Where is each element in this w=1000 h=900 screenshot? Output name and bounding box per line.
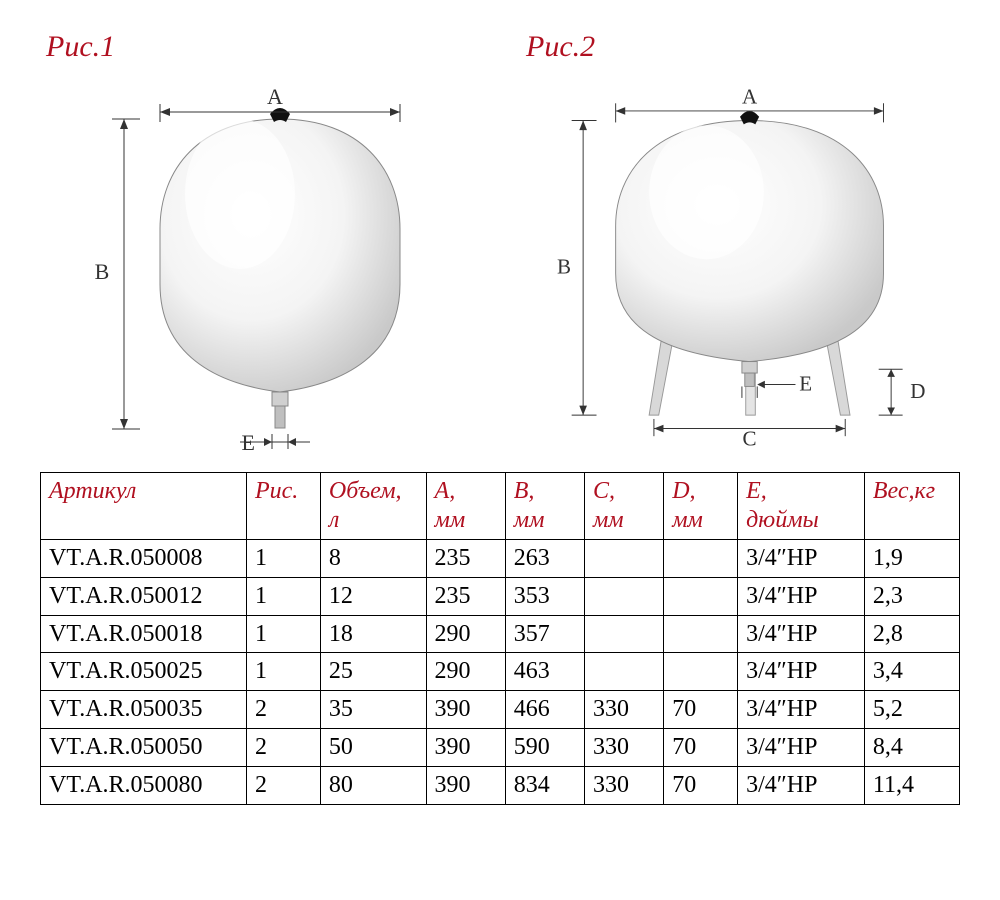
cell-B: 353 — [505, 577, 584, 615]
cell-wt: 5,2 — [864, 691, 959, 729]
cell-D: 70 — [664, 766, 738, 804]
cell-A: 290 — [426, 653, 505, 691]
cell-fig: 2 — [246, 766, 320, 804]
table-row: VT.A.R.05000818235263 3/4″HP1,9 — [41, 540, 960, 578]
cell-D — [664, 577, 738, 615]
cell-fig: 2 — [246, 728, 320, 766]
cell-B: 466 — [505, 691, 584, 729]
cell-fig: 2 — [246, 691, 320, 729]
cell-D — [664, 615, 738, 653]
table-body: VT.A.R.050008182352633/4″HP1,9VT.A.R.050… — [41, 540, 960, 805]
table-row: VT.A.R.050050250390590330703/4″HP8,4 — [41, 728, 960, 766]
cell-B: 463 — [505, 653, 584, 691]
cell-E: 3/4″HP — [738, 653, 865, 691]
cell-A: 290 — [426, 615, 505, 653]
svg-text:E: E — [799, 371, 812, 395]
cell-A: 235 — [426, 577, 505, 615]
figure-2-diagram: A B C — [520, 74, 960, 454]
cell-E: 3/4″HP — [738, 615, 865, 653]
col-b: B,мм — [505, 473, 584, 540]
svg-text:A: A — [267, 84, 283, 109]
cell-wt: 2,8 — [864, 615, 959, 653]
cell-wt: 11,4 — [864, 766, 959, 804]
col-fig: Рис. — [246, 473, 320, 540]
cell-article: VT.A.R.050080 — [41, 766, 247, 804]
table-row: VT.A.R.050080280390834330703/4″HP11,4 — [41, 766, 960, 804]
cell-fig: 1 — [246, 577, 320, 615]
cell-vol: 25 — [320, 653, 426, 691]
cell-vol: 18 — [320, 615, 426, 653]
cell-D — [664, 540, 738, 578]
cell-C — [584, 615, 663, 653]
table-row: VT.A.R.050025125290463 3/4″HP3,4 — [41, 653, 960, 691]
figure-1: Рис.1 — [40, 30, 480, 454]
svg-text:E: E — [242, 430, 255, 454]
cell-D — [664, 653, 738, 691]
cell-C: 330 — [584, 728, 663, 766]
col-d: D,мм — [664, 473, 738, 540]
cell-D: 70 — [664, 728, 738, 766]
cell-C: 330 — [584, 691, 663, 729]
cell-A: 390 — [426, 766, 505, 804]
table-row: VT.A.R.050012112235353 3/4″HP2,3 — [41, 577, 960, 615]
figure-2: Рис.2 — [520, 30, 960, 454]
svg-text:D: D — [910, 379, 925, 403]
cell-wt: 3,4 — [864, 653, 959, 691]
cell-B: 834 — [505, 766, 584, 804]
col-c: C,мм — [584, 473, 663, 540]
cell-article: VT.A.R.050018 — [41, 615, 247, 653]
col-weight: Вес,кг — [864, 473, 959, 540]
cell-D: 70 — [664, 691, 738, 729]
svg-text:B: B — [557, 255, 571, 279]
cell-E: 3/4″HP — [738, 540, 865, 578]
svg-text:A: A — [742, 84, 758, 108]
table-row: VT.A.R.050035235390466330703/4″HP5,2 — [41, 691, 960, 729]
cell-C — [584, 577, 663, 615]
cell-article: VT.A.R.050025 — [41, 653, 247, 691]
cell-A: 390 — [426, 728, 505, 766]
col-article: Артикул — [41, 473, 247, 540]
svg-text:C: C — [743, 427, 757, 451]
cell-E: 3/4″HP — [738, 691, 865, 729]
cell-B: 263 — [505, 540, 584, 578]
cell-C: 330 — [584, 766, 663, 804]
cell-vol: 8 — [320, 540, 426, 578]
cell-E: 3/4″HP — [738, 728, 865, 766]
col-e: E,дюймы — [738, 473, 865, 540]
cell-article: VT.A.R.050035 — [41, 691, 247, 729]
cell-C — [584, 653, 663, 691]
svg-text:B: B — [95, 259, 110, 284]
cell-fig: 1 — [246, 615, 320, 653]
cell-E: 3/4″HP — [738, 766, 865, 804]
figure-2-label: Рис.2 — [526, 30, 960, 64]
cell-fig: 1 — [246, 540, 320, 578]
cell-fig: 1 — [246, 653, 320, 691]
cell-C — [584, 540, 663, 578]
table-header-row: Артикул Рис. Объем,л A,мм B,мм C,мм D,мм… — [41, 473, 960, 540]
cell-wt: 2,3 — [864, 577, 959, 615]
cell-wt: 1,9 — [864, 540, 959, 578]
cell-article: VT.A.R.050008 — [41, 540, 247, 578]
col-a: A,мм — [426, 473, 505, 540]
table-row: VT.A.R.050018118290357 3/4″HP2,8 — [41, 615, 960, 653]
cell-vol: 80 — [320, 766, 426, 804]
cell-vol: 12 — [320, 577, 426, 615]
col-volume: Объем,л — [320, 473, 426, 540]
cell-A: 235 — [426, 540, 505, 578]
spec-table: Артикул Рис. Объем,л A,мм B,мм C,мм D,мм… — [40, 472, 960, 805]
cell-vol: 50 — [320, 728, 426, 766]
figure-1-diagram: A B E — [40, 74, 480, 454]
cell-article: VT.A.R.050050 — [41, 728, 247, 766]
cell-vol: 35 — [320, 691, 426, 729]
cell-B: 357 — [505, 615, 584, 653]
figure-1-label: Рис.1 — [46, 30, 480, 64]
cell-A: 390 — [426, 691, 505, 729]
cell-B: 590 — [505, 728, 584, 766]
cell-E: 3/4″HP — [738, 577, 865, 615]
cell-wt: 8,4 — [864, 728, 959, 766]
cell-article: VT.A.R.050012 — [41, 577, 247, 615]
